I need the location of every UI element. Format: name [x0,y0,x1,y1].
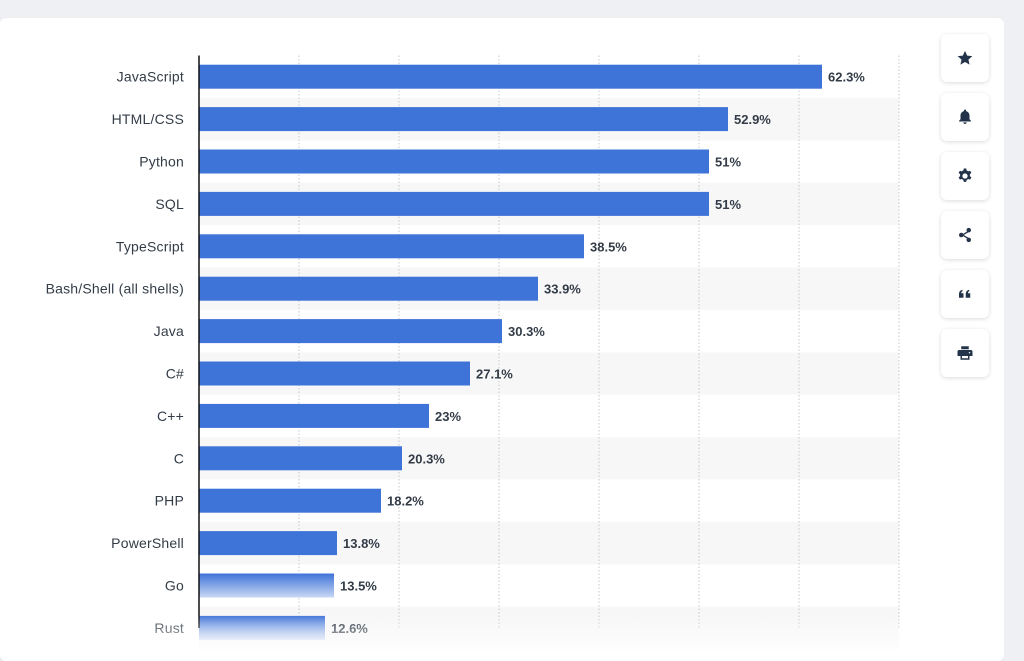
value-label: 27.1% [476,367,513,382]
bar [199,446,402,471]
category-label: Bash/Shell (all shells) [46,281,184,297]
print-icon [957,346,973,360]
scroll-fade [0,614,940,661]
bar-chart: JavaScript 62.3% HTML/CSS 52.9% Python 51% SQL… [0,55,940,661]
bar [199,234,584,259]
bar [199,319,502,344]
category-label: HTML/CSS [112,111,184,127]
category-label: Go [165,578,184,594]
notification-button[interactable] [941,93,989,141]
category-label: SQL [155,196,184,212]
category-label: C# [166,366,184,382]
quote-icon [959,289,971,298]
chart-toolbar [941,34,989,388]
category-label: Java [154,323,184,339]
bell-icon [959,109,971,125]
bar [199,149,709,174]
value-label: 51% [715,197,741,212]
bar [199,361,470,386]
share-icon [959,227,971,243]
value-label: 38.5% [590,239,627,254]
value-label: 13.5% [340,579,377,594]
window-edge [1004,0,1024,661]
value-label: 62.3% [828,70,865,85]
star-icon [957,50,973,65]
value-label: 18.2% [387,494,424,509]
bar [199,488,381,513]
category-label: PowerShell [111,535,184,551]
cite-button[interactable] [941,270,989,318]
chart-card: JavaScript 62.3% HTML/CSS 52.9% Python 51% SQL… [0,18,1004,661]
bar [199,107,728,132]
share-button[interactable] [941,211,989,259]
category-label: TypeScript [116,238,184,254]
favorite-button[interactable] [941,34,989,82]
value-label: 13.8% [343,536,380,551]
bar [199,191,709,216]
value-label: 51% [715,155,741,170]
value-label: 30.3% [508,324,545,339]
print-button[interactable] [941,329,989,377]
bar [199,403,429,428]
category-label: C [174,450,184,466]
bar [199,573,334,598]
value-label: 33.9% [544,282,581,297]
category-label: JavaScript [117,69,184,85]
value-label: 20.3% [408,451,445,466]
category-label: Python [139,154,184,170]
bar [199,64,822,89]
settings-button[interactable] [941,152,989,200]
value-label: 52.9% [734,112,771,127]
category-label: C++ [157,408,184,424]
bar [199,531,337,556]
gear-icon [958,168,972,182]
value-label: 23% [435,409,461,424]
category-label: PHP [155,493,184,509]
bar [199,276,538,301]
